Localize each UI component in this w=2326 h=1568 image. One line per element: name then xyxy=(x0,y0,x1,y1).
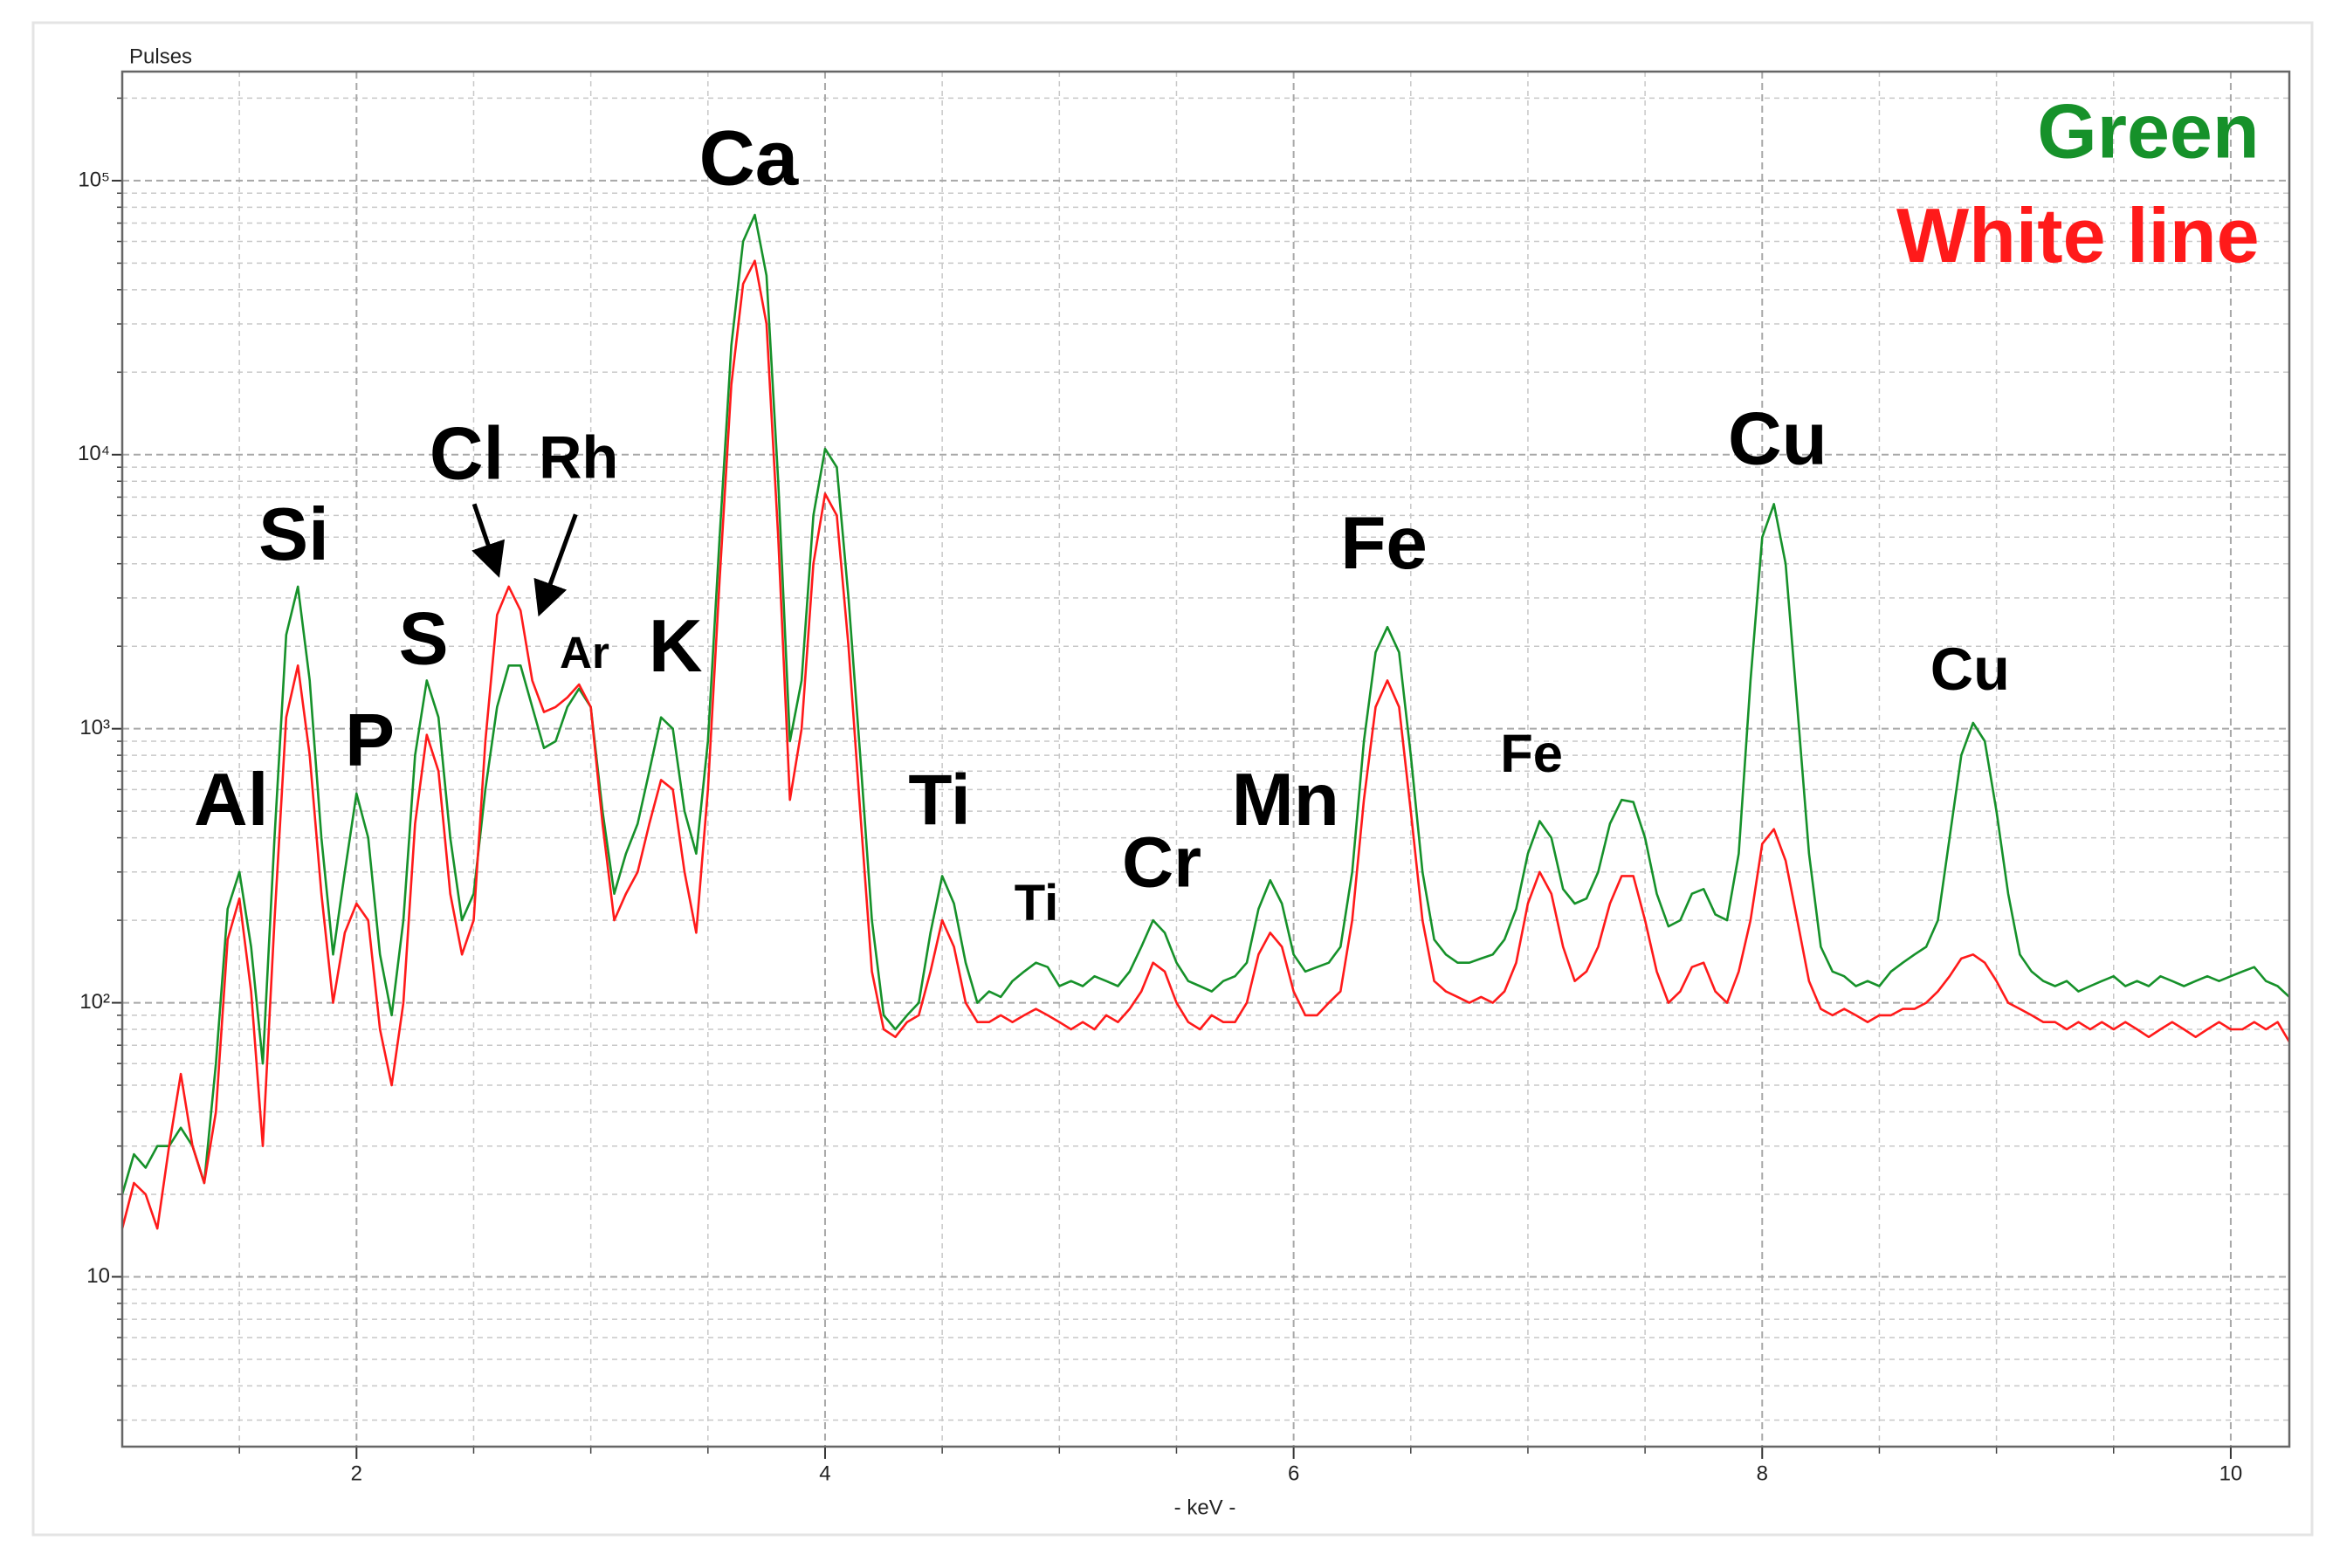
peak-label: Fe xyxy=(1340,502,1428,585)
peak-label: K xyxy=(649,605,703,688)
peak-label: Si xyxy=(258,493,329,576)
x-tick-label: 2 xyxy=(351,1461,362,1485)
x-tick-label: 6 xyxy=(1288,1461,1299,1485)
peak-label: Al xyxy=(194,759,268,842)
legend-entry: Green xyxy=(2037,87,2259,174)
x-axis-label: - keV - xyxy=(1174,1496,1236,1519)
peak-label: Ar xyxy=(560,628,609,677)
legend-entry: White line xyxy=(1896,192,2260,279)
peak-label: Cu xyxy=(1728,398,1827,481)
y-axis-label: Pulses xyxy=(129,45,192,68)
peak-label: Cu xyxy=(1930,636,2010,703)
series-line xyxy=(120,259,2291,1230)
y-tick-label: 10² xyxy=(79,990,110,1014)
peak-label: Mn xyxy=(1232,759,1339,842)
peak-label: S xyxy=(399,597,449,680)
peak-label: Ti xyxy=(908,760,970,840)
y-tick-label: 10⁴ xyxy=(78,442,110,465)
x-tick-label: 10 xyxy=(2219,1461,2243,1485)
x-tick-label: 8 xyxy=(1757,1461,1768,1485)
x-tick-label: 4 xyxy=(819,1461,830,1485)
plot-frame xyxy=(120,70,2291,1448)
peak-label: Fe xyxy=(1500,724,1563,784)
peak-label: Rh xyxy=(539,425,618,492)
peak-label: Cr xyxy=(1122,823,1201,903)
series-line xyxy=(120,213,2290,1195)
y-tick-label: 10⁵ xyxy=(78,168,110,191)
peak-label: P xyxy=(345,699,395,782)
peak-label: Ca xyxy=(699,114,799,201)
arrow xyxy=(533,513,578,617)
peak-label: Ti xyxy=(1015,875,1059,932)
arrow xyxy=(471,503,506,578)
y-tick-label: 10³ xyxy=(79,716,110,739)
peak-label: Cl xyxy=(430,413,504,496)
y-tick-label: 10 xyxy=(86,1264,110,1288)
